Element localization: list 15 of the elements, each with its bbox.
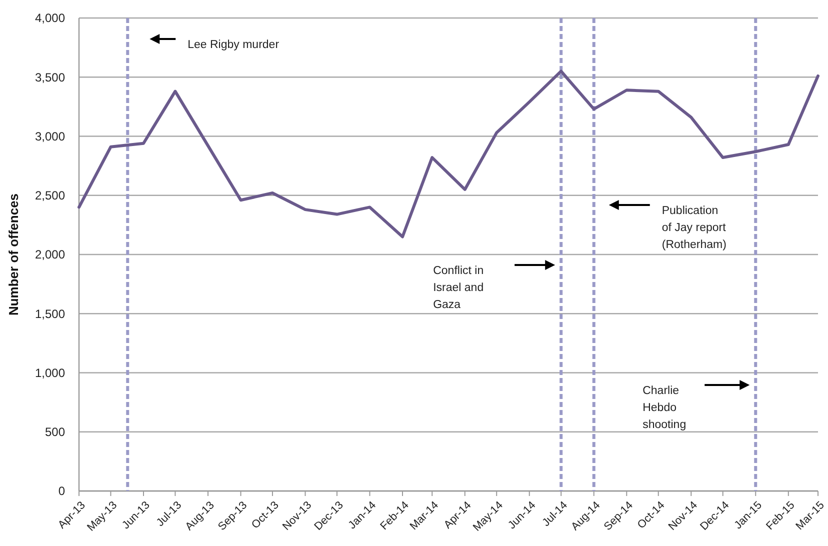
y-tick-label: 3,500 xyxy=(34,70,66,84)
annotation: Lee Rigby murder xyxy=(188,39,280,52)
y-tick-label: 2,500 xyxy=(34,188,66,203)
annotation: Publication of Jay report (Rotherham) xyxy=(662,205,727,252)
y-tick-label: 1,000 xyxy=(34,366,66,380)
y-axis-title: Number of offences xyxy=(6,193,21,316)
annotation: Conflict in Israel and Gaza xyxy=(433,265,484,312)
y-tick-label: 3,000 xyxy=(34,129,66,144)
line-series xyxy=(78,70,820,238)
y-tick-label: 2,000 xyxy=(34,248,66,262)
y-tick-label: 1,500 xyxy=(34,306,66,321)
annotation: Charlie Hebdo shooting xyxy=(642,385,686,432)
y-tick-label: 4,000 xyxy=(34,11,66,26)
y-tick-label: 500 xyxy=(44,425,66,440)
y-tick-label: 0 xyxy=(58,484,66,498)
